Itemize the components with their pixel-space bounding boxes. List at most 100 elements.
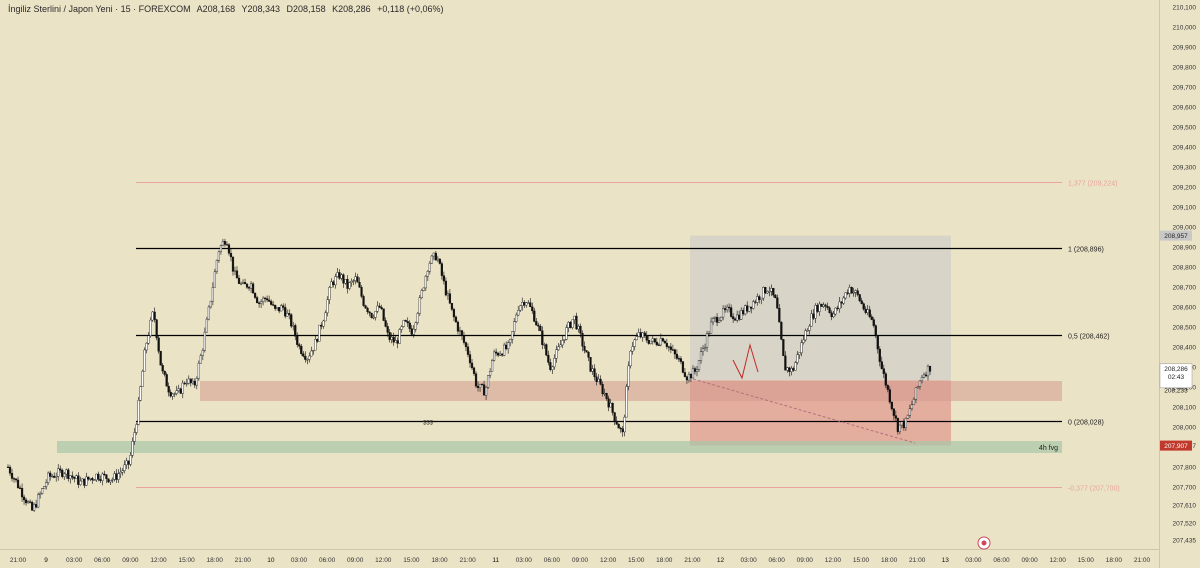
candle-body: [205, 318, 208, 333]
candle-body: [732, 316, 735, 320]
candle-body: [456, 321, 460, 332]
candle-body: [245, 283, 249, 288]
time-tick-6: 15:00: [178, 557, 195, 564]
candle-body: [663, 340, 666, 344]
candle-body: [693, 368, 697, 372]
time-tick-27: 06:00: [769, 557, 786, 564]
candle-body: [657, 344, 660, 346]
candle-body: [868, 309, 871, 317]
candle-body: [655, 341, 658, 346]
candle-body: [95, 473, 98, 481]
zone-red: [200, 381, 1062, 401]
candle-body: [896, 418, 899, 432]
candle-body: [251, 283, 255, 294]
candle-body: [298, 344, 301, 347]
badge-box-top-bg: [1160, 230, 1192, 241]
candle-body: [474, 373, 478, 387]
candle-body: [589, 357, 592, 372]
price-tick-8: 209,300: [1173, 165, 1197, 172]
candle-body: [842, 297, 845, 304]
candle-body: [577, 325, 580, 330]
candle-body: [316, 339, 319, 342]
candle-body: [703, 347, 707, 349]
candle-body: [290, 314, 293, 327]
candle-body: [484, 387, 488, 396]
candle-body: [282, 305, 285, 308]
candle-body: [802, 339, 805, 343]
candle-body: [553, 358, 556, 368]
candle-body: [464, 342, 468, 348]
candle-body: [294, 325, 297, 337]
candle-body: [392, 336, 395, 343]
candle-body: [187, 378, 190, 384]
symbol-label[interactable]: İngiliz Sterlini / Japon Yeni · 15 · FOR…: [8, 4, 191, 14]
candle-body: [374, 311, 377, 318]
candle-body: [752, 301, 755, 309]
fib-label-4: -0,377 (207,700): [1068, 486, 1120, 493]
candle-body: [33, 504, 36, 511]
candle-body: [342, 274, 345, 284]
candle-body: [734, 318, 737, 321]
candle-body: [173, 393, 176, 395]
candle-body: [81, 478, 84, 482]
candle-body: [525, 302, 528, 306]
candle-body: [846, 292, 849, 294]
candle-body: [523, 302, 526, 306]
candle-body: [575, 315, 578, 330]
candle-body: [163, 370, 166, 375]
candle-body: [390, 336, 393, 340]
candle-body: [918, 380, 922, 387]
open-value: A208,168: [196, 4, 236, 14]
candle-body: [55, 476, 58, 478]
candle-body: [151, 311, 154, 321]
candle-body: [412, 329, 415, 335]
candle-body: [213, 271, 216, 288]
candle-body: [812, 313, 815, 319]
candle-body: [424, 276, 427, 289]
time-tick-25: 12: [717, 557, 725, 564]
candle-body: [615, 420, 618, 425]
candle-body: [107, 478, 110, 483]
candle-body: [515, 314, 518, 322]
candle-body: [920, 376, 924, 382]
candle-body: [519, 305, 522, 311]
zone-4h-fvg-label: 4h fvg: [1039, 445, 1058, 452]
candle-body: [207, 306, 210, 320]
candle-body: [229, 253, 233, 258]
candle-body: [51, 475, 54, 478]
candle-body: [147, 335, 150, 344]
candle-body: [673, 349, 676, 355]
candle-body: [320, 324, 323, 327]
candle-body: [85, 476, 88, 486]
candle-body: [334, 276, 337, 286]
fib-label-1: 0,5 (208,462): [1068, 334, 1110, 341]
candle-body: [79, 480, 82, 485]
candle-body: [565, 327, 568, 340]
candle-body: [713, 316, 717, 319]
candle-body: [876, 335, 879, 350]
candle-body: [436, 258, 439, 261]
liquidity-label: $$$: [423, 420, 434, 426]
candle-body: [386, 326, 389, 333]
time-tick-3: 06:00: [94, 557, 111, 564]
candle-body: [368, 311, 371, 314]
candle-body: [247, 287, 251, 289]
candle-body: [505, 344, 508, 350]
candle-body: [181, 382, 184, 394]
time-tick-16: 21:00: [459, 557, 476, 564]
candle-body: [332, 281, 335, 286]
time-tick-12: 09:00: [347, 557, 364, 564]
candle-body: [191, 380, 194, 384]
candle-body: [912, 398, 916, 405]
candle-body: [209, 300, 212, 308]
time-tick-34: 03:00: [965, 557, 982, 564]
candle-body: [270, 301, 273, 305]
candle-body: [159, 350, 162, 366]
candle-body: [557, 346, 560, 350]
candle-body: [740, 310, 743, 320]
candle-body: [231, 256, 235, 272]
candle-body: [268, 299, 271, 302]
candle-body: [382, 308, 385, 321]
candle-body: [543, 344, 546, 346]
